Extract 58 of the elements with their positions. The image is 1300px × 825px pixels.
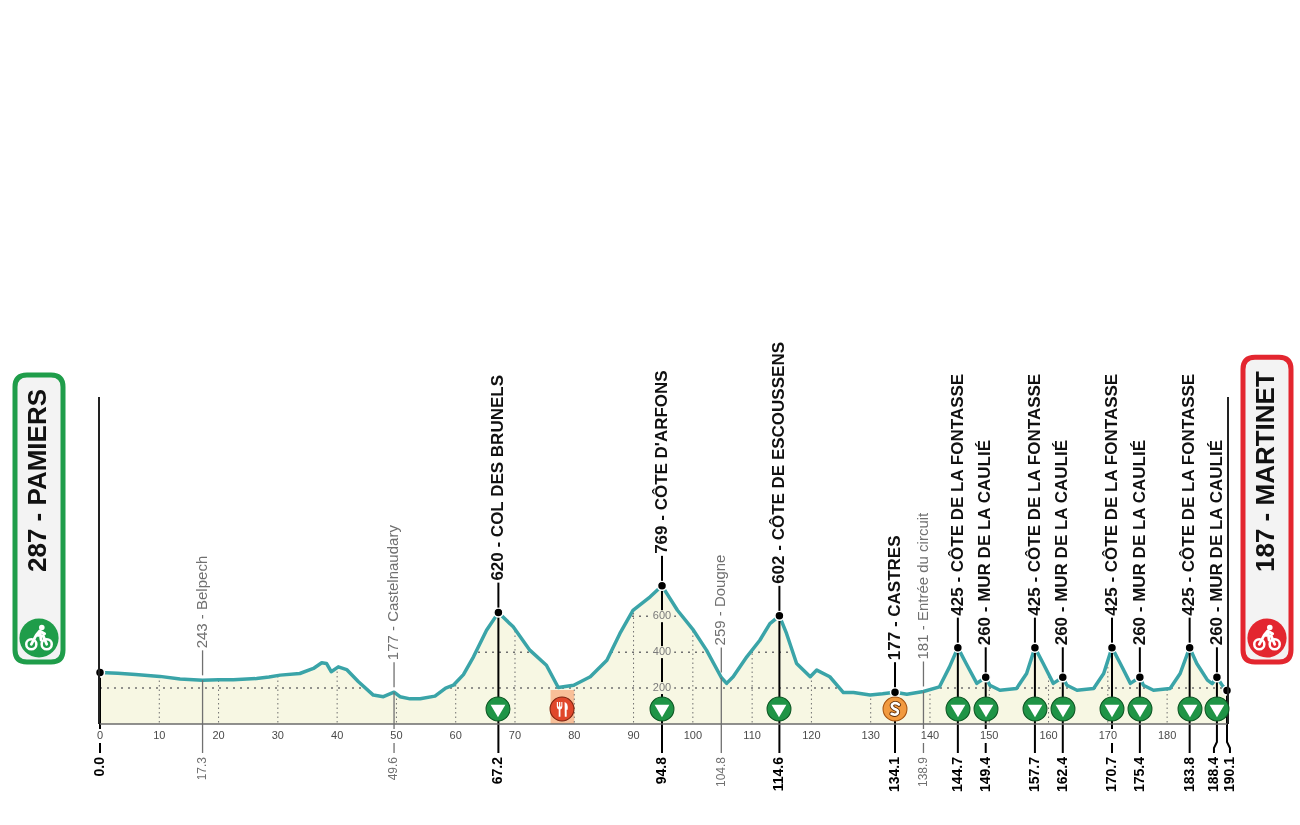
text: 287 - PAMIERS — [22, 388, 53, 572]
annotation: 243 - Belpech — [192, 555, 210, 649]
ref-line-label: 175.4 — [1130, 756, 1147, 793]
annotation: 425 - CÔTE DE LA FONTASSE — [947, 373, 967, 616]
annotation: 769 - CÔTE D'ARFONS — [651, 370, 671, 554]
y-tick-label: 200 — [652, 681, 672, 694]
x-tick-label: 80 — [568, 729, 581, 742]
ref-line-label: 134.1 — [885, 756, 902, 793]
annotation: 177 - Castelnaudary — [384, 524, 402, 661]
ref-line-label: 190.1 — [1220, 756, 1237, 793]
ref-line-label: 0.0 — [90, 756, 107, 777]
x-tick-label: 160 — [1039, 729, 1058, 742]
x-tick-label: 50 — [390, 729, 403, 742]
x-tick-label: 150 — [980, 729, 999, 742]
ref-line-label: 138.9 — [915, 756, 930, 788]
ref-line-label: 170.7 — [1102, 756, 1119, 793]
x-tick-label: 120 — [802, 729, 821, 742]
ref-line-label: 149.4 — [976, 756, 993, 793]
x-tick-label: 140 — [920, 729, 940, 742]
ref-line-label: 162.4 — [1053, 756, 1070, 793]
text: 187 - MARTINET — [1250, 371, 1281, 572]
ref-line-label: 49.6 — [386, 756, 401, 781]
annotation: 425 - CÔTE DE LA FONTASSE — [1024, 373, 1044, 616]
x-tick-label: 100 — [683, 729, 703, 742]
x-tick-label: 0 — [96, 729, 104, 742]
x-tick-label: 90 — [627, 729, 640, 742]
annotation: 602 - CÔTE DE ESCOUSSENS — [769, 341, 789, 584]
annotation: 260 - MUR DE LA CAULIÉ — [975, 440, 995, 646]
x-tick-label: 130 — [861, 729, 880, 742]
x-tick-label: 40 — [331, 729, 344, 742]
ref-line-label: 17.3 — [194, 756, 209, 781]
annotation: 620 - COL DES BRUNELS — [488, 374, 508, 581]
ref-line-label: 188.4 — [1204, 756, 1221, 793]
y-tick-label: 600 — [652, 609, 672, 622]
annotation: 425 - CÔTE DE LA FONTASSE — [1179, 373, 1199, 616]
x-tick-label: 10 — [153, 729, 166, 742]
annotation: 259 - Dougne — [711, 554, 729, 646]
x-tick-label: 20 — [212, 729, 225, 742]
annotation: 177 - CASTRES — [884, 535, 904, 661]
annotation: 260 - MUR DE LA CAULIÉ — [1129, 440, 1149, 646]
ref-line-label: 104.8 — [713, 756, 728, 788]
ref-line-label: 94.8 — [652, 756, 669, 785]
x-tick-label: 30 — [271, 729, 284, 742]
y-tick-label: 400 — [652, 645, 672, 658]
ref-line-label: 183.8 — [1180, 756, 1197, 793]
ref-line-label: 114.6 — [770, 756, 787, 792]
annotation: 425 - CÔTE DE LA FONTASSE — [1101, 373, 1121, 616]
annotation: 181 - Entrée du circuit — [913, 511, 931, 660]
x-tick-label: 110 — [743, 729, 761, 742]
ref-line-label: 144.7 — [948, 756, 965, 793]
x-tick-label: 170 — [1098, 729, 1118, 742]
ref-line-label: 67.2 — [489, 756, 506, 785]
ref-line-label: 157.7 — [1025, 756, 1042, 793]
annotation: 260 - MUR DE LA CAULIÉ — [1206, 440, 1226, 646]
x-tick-label: 60 — [449, 729, 462, 742]
annotation: 260 - MUR DE LA CAULIÉ — [1052, 440, 1072, 646]
x-tick-label: 70 — [508, 729, 522, 742]
x-tick-label: 180 — [1157, 729, 1177, 742]
